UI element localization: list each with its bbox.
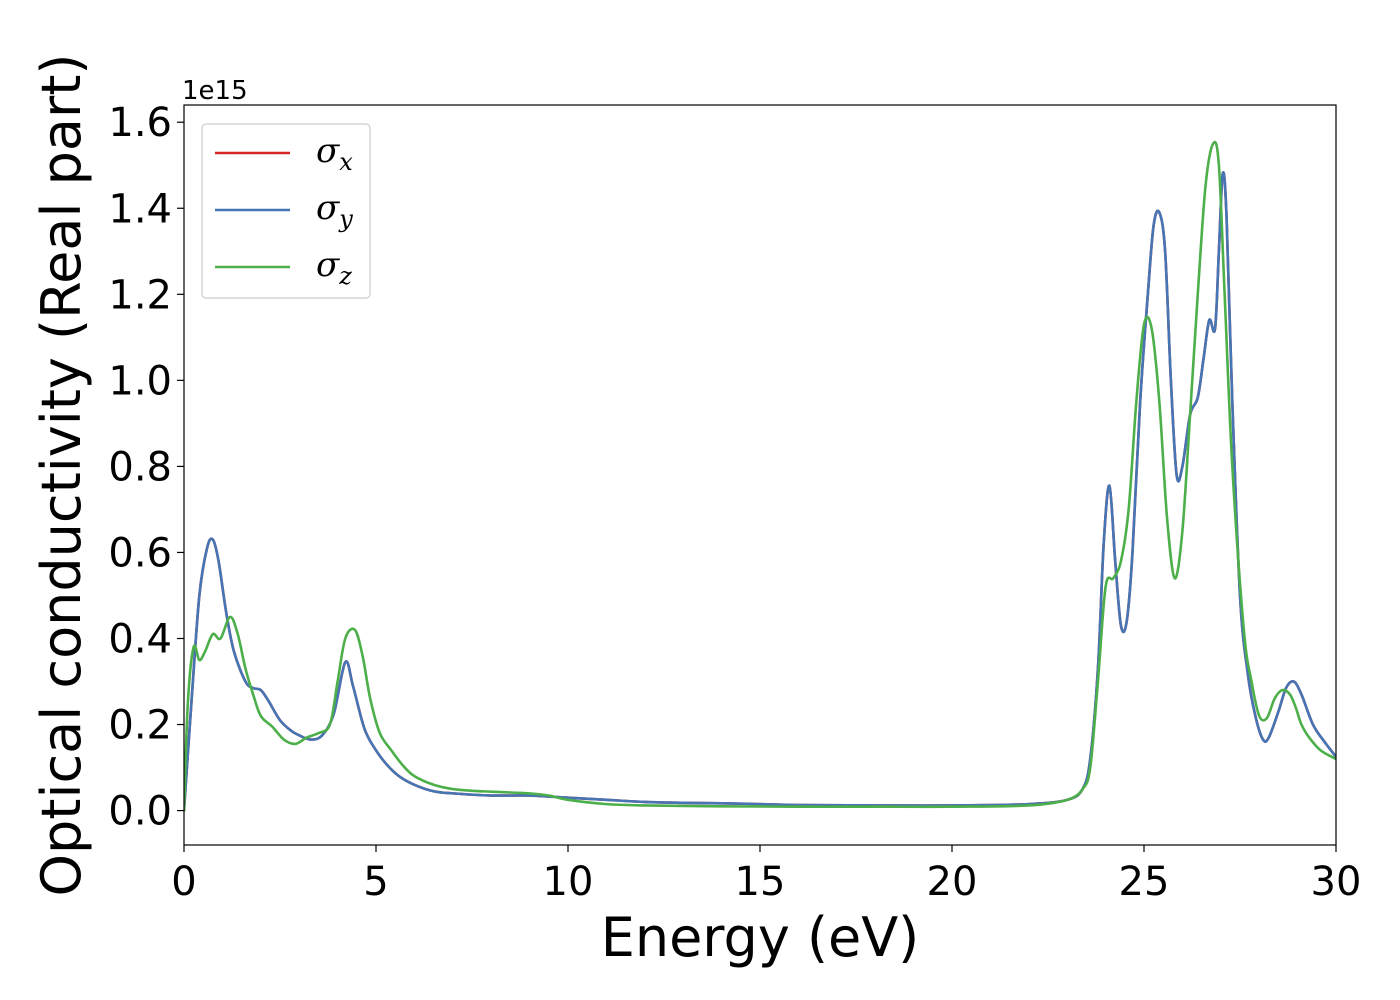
x-axis-ticks: 0 5 10 15 20 25 30 (171, 845, 1361, 905)
y-tick-label: 1.4 (108, 186, 172, 232)
x-tick-label: 25 (1119, 859, 1170, 905)
x-axis-title: Energy (eV) (601, 906, 920, 969)
series-layer (184, 140, 1336, 812)
y-offset-label: 1e15 (182, 76, 248, 106)
x-tick-label: 20 (927, 859, 978, 905)
x-tick-label: 30 (1311, 859, 1362, 905)
x-tick-label: 5 (363, 859, 388, 905)
y-axis-ticks: 0.0 0.2 0.4 0.6 0.8 1.0 1.2 1.4 1.6 (108, 100, 184, 835)
y-tick-label: 1.6 (108, 100, 172, 146)
y-tick-label: 1.0 (108, 358, 172, 404)
x-tick-label: 15 (735, 859, 786, 905)
legend-label-x: σx (316, 131, 353, 176)
x-tick-label: 0 (171, 859, 196, 905)
x-tick-label: 10 (543, 859, 594, 905)
y-axis-title: Optical conductivity (Real part) (30, 54, 93, 897)
y-tick-label: 0.2 (108, 703, 172, 749)
y-tick-label: 0.0 (108, 789, 172, 835)
y-tick-label: 0.6 (108, 530, 172, 576)
y-tick-label: 0.8 (108, 444, 172, 490)
y-tick-label: 0.4 (108, 616, 172, 662)
y-tick-label: 1.2 (108, 272, 172, 318)
series-line-z (184, 140, 1336, 812)
